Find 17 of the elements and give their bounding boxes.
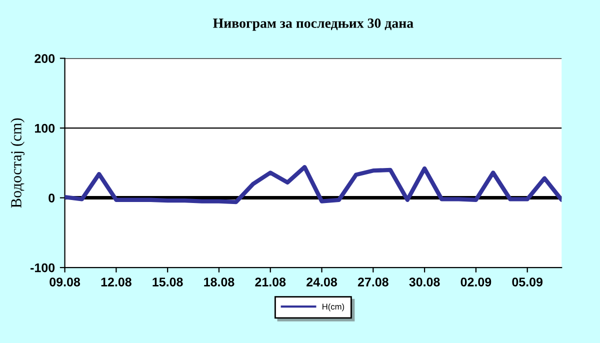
x-tick-label: 15.08	[152, 278, 183, 286]
x-tick-label: 05.09	[512, 278, 543, 286]
x-tick-label: 21.08	[255, 278, 286, 286]
y-tick-label: 0	[48, 194, 55, 202]
x-tick-label: 12.08	[101, 278, 132, 286]
x-tick-label: 24.08	[306, 278, 338, 286]
legend-label: H(cm)	[322, 303, 344, 312]
x-tick-label: 30.08	[409, 278, 440, 286]
x-tick-label: 27.08	[358, 278, 388, 286]
chart-title: Нивограм за последњих 30 дана	[213, 18, 414, 31]
x-tick-label: 18.08	[204, 278, 234, 286]
y-tick-label: 200	[34, 54, 55, 63]
y-tick-label: -100	[30, 263, 55, 272]
x-tick-label: 02.09	[460, 278, 492, 286]
y-tick-label: 100	[35, 124, 55, 133]
y-axis-title: Водостај (cm)	[10, 118, 25, 208]
x-tick-label: 09.08	[50, 278, 80, 286]
